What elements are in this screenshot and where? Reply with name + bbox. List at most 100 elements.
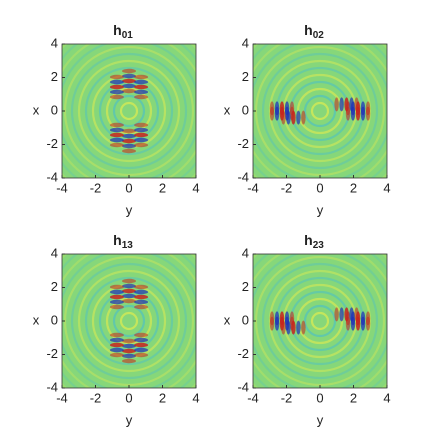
- y-tick-label: 2: [242, 69, 249, 84]
- y-tick-label: 4: [242, 245, 249, 260]
- lobe: [122, 358, 136, 364]
- ring: [112, 94, 146, 128]
- lobe: [134, 294, 149, 300]
- ring: [310, 101, 330, 121]
- lobe: [134, 89, 149, 95]
- lobe: [134, 94, 149, 100]
- subplot-title: h02: [304, 22, 324, 41]
- lobe: [134, 137, 149, 143]
- lobe: [122, 68, 136, 74]
- y-tick-label: -4: [46, 379, 58, 394]
- x-tick-label: -4: [247, 180, 259, 195]
- lobe: [134, 347, 149, 353]
- y-tick-label: 2: [242, 279, 249, 294]
- lobe: [134, 332, 149, 338]
- lobe: [122, 338, 136, 344]
- lobe: [109, 84, 124, 90]
- title-base: h: [113, 22, 122, 38]
- x-tick-label: -2: [90, 390, 102, 405]
- ring: [77, 269, 181, 373]
- ring: [77, 59, 181, 163]
- lobe: [134, 289, 149, 295]
- lobe: [360, 101, 366, 116]
- title-base: h: [113, 232, 122, 248]
- x-tick-label: 4: [192, 180, 199, 195]
- y-tick-label: 2: [51, 69, 58, 84]
- heatmap-image: [253, 44, 387, 178]
- lobe: [109, 342, 124, 348]
- ring: [119, 311, 139, 331]
- x-tick-label: -4: [56, 180, 68, 195]
- lobe: [109, 79, 124, 85]
- lobe: [134, 342, 149, 348]
- lobe: [109, 74, 124, 80]
- x-axis-label: y: [126, 202, 133, 217]
- lobe: [109, 332, 124, 338]
- lobe: [344, 307, 349, 322]
- lobe: [281, 110, 286, 125]
- lobe: [109, 122, 124, 128]
- y-tick-label: 4: [242, 35, 249, 50]
- y-tick-label: -4: [237, 379, 249, 394]
- lobe: [109, 299, 124, 305]
- lobe: [286, 320, 291, 335]
- x-tick-label: -2: [281, 180, 293, 195]
- lobe: [122, 298, 136, 304]
- ring: [84, 276, 174, 366]
- y-tick-label: -2: [46, 346, 58, 361]
- ring: [70, 262, 188, 380]
- lobe: [122, 278, 136, 284]
- lobe: [122, 288, 136, 294]
- x-tick-label: 2: [350, 180, 357, 195]
- lobe: [291, 320, 296, 335]
- y-tick-label: 0: [51, 312, 58, 327]
- x-axis-label: y: [317, 202, 324, 217]
- lobe: [339, 307, 344, 322]
- x-tick-label: 4: [383, 390, 390, 405]
- title-base: h: [304, 22, 313, 38]
- lobe: [334, 307, 339, 322]
- lobe: [122, 133, 136, 139]
- lobe: [109, 289, 124, 295]
- lobe: [122, 353, 136, 359]
- lobe: [122, 78, 136, 84]
- lobe: [301, 320, 306, 335]
- x-tick-label: 2: [159, 390, 166, 405]
- lobe: [134, 127, 149, 133]
- x-tick-label: 4: [383, 180, 390, 195]
- subplot-title: h13: [113, 232, 133, 251]
- ring: [303, 94, 337, 128]
- y-axis-label: x: [33, 312, 40, 327]
- x-axis-label: y: [126, 412, 133, 427]
- y-tick-label: 0: [242, 102, 249, 117]
- x-tick-label: 0: [316, 390, 323, 405]
- lobe: [109, 347, 124, 353]
- x-tick-label: 0: [125, 180, 132, 195]
- lobe: [134, 74, 149, 80]
- ring: [261, 262, 379, 380]
- y-axis-label: x: [224, 312, 231, 327]
- ring: [70, 52, 188, 170]
- lobe: [109, 132, 124, 138]
- lobe: [134, 299, 149, 305]
- lobe: [109, 89, 124, 95]
- lobe: [122, 83, 136, 89]
- x-tick-label: 0: [125, 390, 132, 405]
- lobe: [281, 320, 286, 335]
- lobe: [134, 84, 149, 90]
- ring: [310, 311, 330, 331]
- lobe: [344, 97, 349, 112]
- title-subscript: 02: [313, 30, 325, 41]
- y-tick-label: 2: [51, 279, 58, 294]
- lobe: [365, 311, 371, 326]
- lobe: [122, 73, 136, 79]
- y-tick-label: -4: [46, 169, 58, 184]
- lobe: [269, 311, 275, 326]
- title-subscript: 01: [122, 30, 134, 41]
- ring: [84, 66, 174, 156]
- lobe: [109, 94, 124, 100]
- x-tick-label: 2: [159, 180, 166, 195]
- x-tick-label: -2: [90, 180, 102, 195]
- lobe: [296, 320, 301, 335]
